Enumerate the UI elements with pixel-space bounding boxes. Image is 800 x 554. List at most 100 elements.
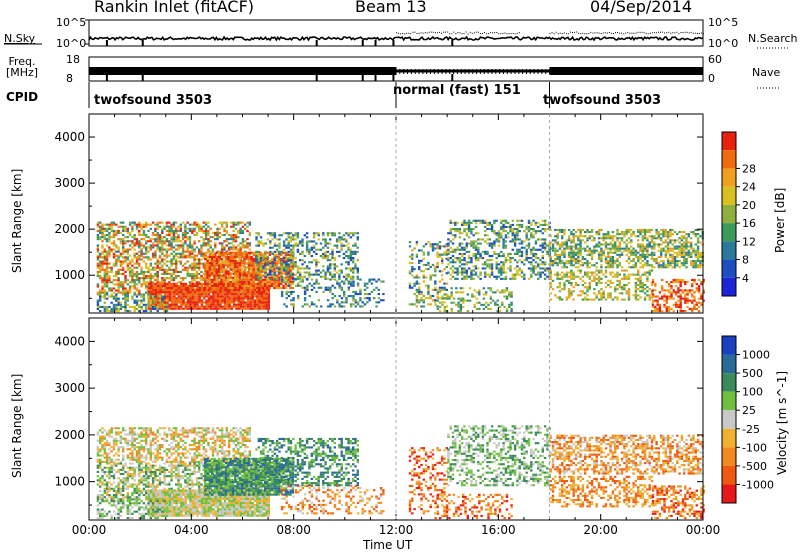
power-cell bbox=[108, 234, 111, 237]
power-cell bbox=[265, 291, 268, 294]
power-cell bbox=[214, 252, 217, 255]
power-cell bbox=[105, 229, 109, 232]
power-cell bbox=[282, 244, 286, 247]
power-cell bbox=[458, 261, 462, 264]
power-cell bbox=[551, 249, 555, 252]
power-cell bbox=[140, 283, 143, 286]
power-cell bbox=[490, 259, 494, 262]
power-cell bbox=[200, 282, 204, 285]
power-cell bbox=[206, 278, 209, 281]
power-cell bbox=[646, 251, 649, 254]
power-cell bbox=[581, 255, 585, 258]
power-cell bbox=[637, 251, 640, 254]
power-cell bbox=[502, 277, 505, 280]
power-cell bbox=[475, 301, 479, 304]
power-cell bbox=[230, 289, 234, 292]
power-cell bbox=[657, 233, 661, 236]
power-cell bbox=[282, 277, 286, 280]
power-cell bbox=[436, 295, 440, 298]
power-cell bbox=[220, 266, 223, 269]
power-cell bbox=[637, 228, 640, 231]
power-cell bbox=[454, 250, 457, 253]
power-cell bbox=[96, 272, 100, 275]
power-cell bbox=[172, 234, 176, 237]
power-cell bbox=[486, 223, 489, 226]
power-cell bbox=[500, 265, 503, 268]
power-cell bbox=[326, 269, 330, 272]
power-cell bbox=[666, 266, 670, 269]
power-cell bbox=[280, 274, 283, 277]
power-cell bbox=[184, 289, 188, 292]
power-cell bbox=[680, 247, 684, 250]
power-cell bbox=[329, 286, 332, 289]
power-cell bbox=[324, 240, 327, 243]
power-cell bbox=[449, 250, 452, 253]
power-cell bbox=[214, 244, 217, 247]
power-cell bbox=[101, 240, 104, 243]
power-cell bbox=[632, 231, 635, 234]
power-cell bbox=[263, 301, 266, 304]
power-cell bbox=[115, 229, 118, 232]
power-cell bbox=[172, 270, 176, 273]
power-cell bbox=[443, 307, 446, 310]
power-cell bbox=[173, 307, 176, 310]
power-cell bbox=[156, 281, 159, 284]
power-cell bbox=[356, 269, 359, 272]
power-cell bbox=[172, 258, 176, 261]
power-cell bbox=[211, 266, 214, 269]
power-cell bbox=[495, 252, 498, 255]
power-cell bbox=[222, 278, 225, 281]
power-cell bbox=[264, 242, 267, 245]
power-cell bbox=[184, 262, 187, 265]
power-cell bbox=[273, 255, 276, 258]
power-cell bbox=[191, 244, 194, 247]
power-cell bbox=[147, 270, 150, 273]
power-cell bbox=[448, 295, 451, 298]
power-cell bbox=[204, 284, 207, 287]
power-cell bbox=[168, 303, 171, 306]
power-cell bbox=[217, 258, 221, 261]
power-cell bbox=[345, 267, 348, 270]
power-cell bbox=[175, 252, 178, 255]
power-cell bbox=[509, 257, 512, 260]
power-cell bbox=[214, 231, 217, 234]
power-cell bbox=[595, 233, 598, 236]
power-cell bbox=[692, 251, 695, 254]
power-cell bbox=[105, 260, 109, 263]
power-cell bbox=[673, 260, 677, 263]
power-cell bbox=[352, 275, 355, 278]
power-cell bbox=[516, 236, 519, 239]
power-cell bbox=[108, 252, 111, 255]
power-cell bbox=[251, 293, 254, 296]
power-cell bbox=[267, 295, 270, 298]
power-cell bbox=[502, 261, 505, 264]
power-cell bbox=[214, 282, 217, 285]
power-cell bbox=[168, 266, 171, 269]
power-cell bbox=[175, 305, 178, 308]
power-cell bbox=[172, 223, 176, 226]
power-cell bbox=[415, 305, 419, 308]
power-cell bbox=[117, 238, 120, 241]
power-cell bbox=[422, 251, 425, 254]
power-cell bbox=[609, 255, 612, 258]
power-cell bbox=[163, 254, 166, 257]
power-cell bbox=[267, 307, 270, 310]
power-cell bbox=[191, 281, 194, 284]
power-cell bbox=[260, 293, 264, 296]
power-cell bbox=[641, 228, 644, 231]
power-cell bbox=[276, 238, 279, 241]
power-cell bbox=[427, 241, 430, 244]
power-cell bbox=[165, 234, 169, 237]
power-cell bbox=[333, 275, 336, 278]
power-cell bbox=[220, 284, 223, 287]
power-cell bbox=[296, 269, 300, 272]
power-cell bbox=[235, 291, 238, 294]
power-cell bbox=[543, 244, 547, 247]
power-cell bbox=[243, 258, 246, 261]
power-cell bbox=[138, 291, 141, 294]
power-cell bbox=[247, 270, 251, 273]
power-cell bbox=[200, 248, 203, 251]
power-cell bbox=[418, 259, 421, 262]
power-cell bbox=[254, 274, 258, 277]
power-cell bbox=[577, 260, 580, 263]
